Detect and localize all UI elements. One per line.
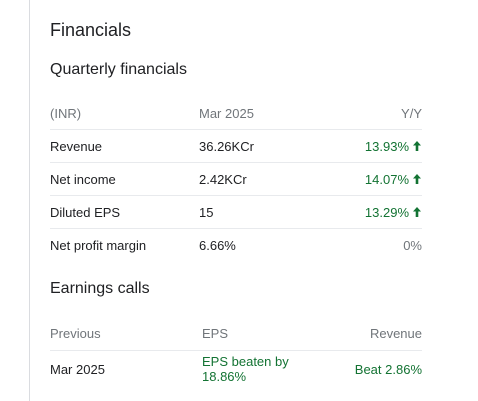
header-previous: Previous [50, 326, 101, 341]
row-change: 13.29% [365, 196, 422, 229]
financials-card: Financials Quarterly financials (INR) Ma… [29, 0, 478, 401]
row-value: 2.42KCr [199, 172, 247, 187]
arrow-up-icon [413, 141, 421, 151]
earnings-calls-title: Earnings calls [50, 280, 150, 297]
row-value: 6.66% [199, 238, 236, 253]
earnings-period: Mar 2025 [50, 362, 105, 377]
row-label: Net profit margin [50, 238, 147, 253]
row-value: 36.26KCr [199, 139, 254, 154]
earnings-eps-result: EPS beaten by 18.86% [202, 354, 289, 384]
earnings-calls-table: Previous EPS Revenue Mar 2025 EPS beaten… [50, 317, 422, 389]
row-label: Diluted EPS [50, 205, 121, 220]
header-yoy: Y/Y [401, 106, 422, 121]
arrow-up-icon [413, 207, 421, 217]
header-currency: (INR) [50, 106, 82, 121]
financials-title: Financials [50, 20, 132, 40]
quarterly-financials-table: (INR) Mar 2025 Y/Y Revenue 36.26KCr 13.9… [50, 97, 422, 262]
header-eps: EPS [202, 326, 229, 341]
row-change: 14.07% [365, 163, 422, 196]
header-period: Mar 2025 [199, 106, 254, 121]
table-row-net-income: Net income 2.42KCr 14.07% [50, 163, 422, 196]
arrow-up-icon [413, 174, 421, 184]
table-row-diluted-eps: Diluted EPS 15 13.29% [50, 196, 422, 229]
earnings-revenue-result: Beat 2.86% [354, 362, 422, 377]
quarterly-financials-title: Quarterly financials [50, 61, 187, 78]
earnings-header-row: Previous EPS Revenue [50, 317, 422, 351]
table-row-net-profit-margin: Net profit margin 6.66% 0% [50, 229, 422, 262]
earnings-row: Mar 2025 EPS beaten by 18.86% Beat 2.86% [50, 351, 422, 389]
table-header-row: (INR) Mar 2025 Y/Y [50, 97, 422, 130]
row-value: 15 [199, 205, 214, 220]
table-row-revenue: Revenue 36.26KCr 13.93% [50, 130, 422, 163]
header-revenue: Revenue [369, 326, 422, 341]
row-label: Revenue [50, 139, 103, 154]
row-change: 0% [403, 238, 422, 253]
row-change: 13.93% [365, 130, 422, 163]
row-label: Net income [50, 172, 116, 187]
